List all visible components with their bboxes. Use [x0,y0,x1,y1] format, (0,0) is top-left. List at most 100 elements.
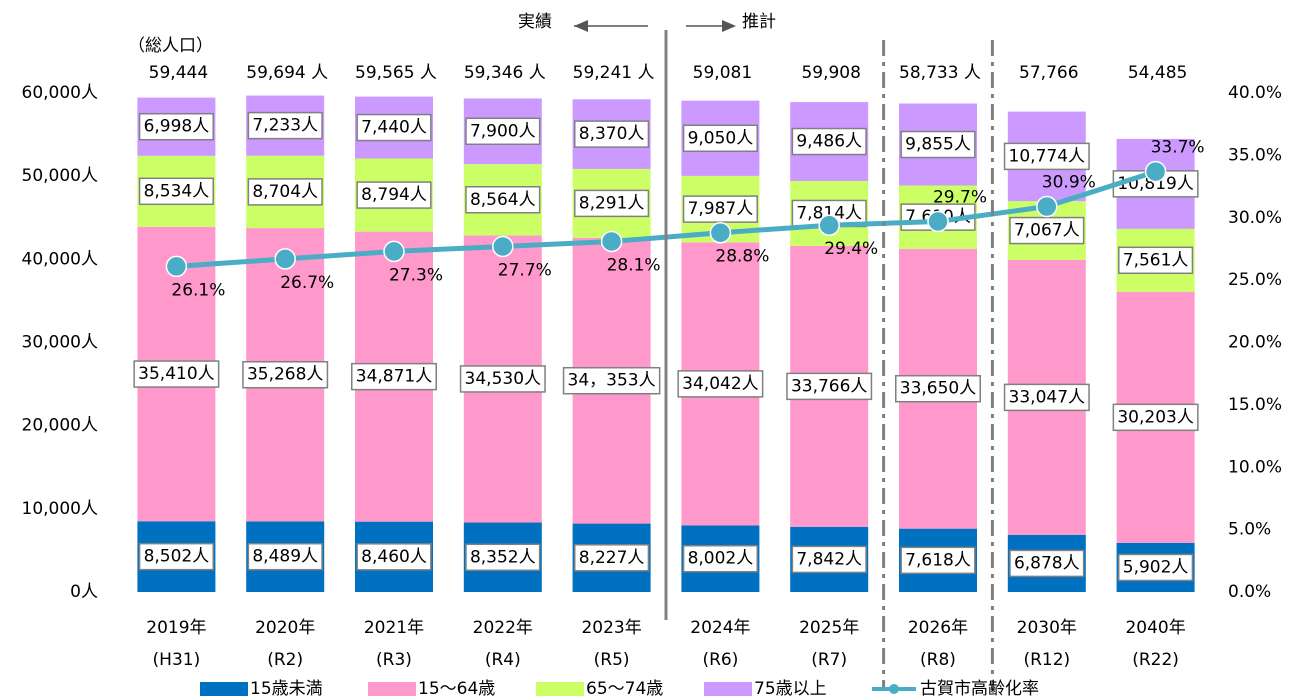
total-label: 59,346 人 [464,63,546,83]
x-tick-sublabel: (R8) [920,650,956,670]
value-label-group: 30,203人 [1112,403,1199,432]
value-label-box [1009,549,1085,578]
value-label-group: 33,766人 [786,372,873,401]
value-label-group: 7,900人 [465,117,541,146]
x-tick-label: 2019年 [146,618,206,638]
value-label-group: 8,291人 [574,189,650,218]
x-tick-label: 2021年 [364,618,424,638]
value-label: 33,766人 [791,376,867,396]
value-label-box [459,365,546,393]
value-label-group: 8,370人 [574,120,650,148]
value-label-box [242,360,329,389]
value-label-box [1112,403,1199,432]
value-label-box [1003,383,1090,412]
total-label: 57,766 [1019,63,1078,83]
value-label-group: 33,047人 [1003,383,1090,412]
x-tick-label: 2023年 [581,618,641,638]
value-label: 5,902人 [1123,557,1189,577]
value-label-box [682,124,758,153]
y-tick-label: 20,000人 [22,416,98,436]
value-label: 7,233人 [252,116,318,136]
value-label-group: 34,530人 [459,365,546,393]
value-label-group: 8,227人 [574,544,650,572]
value-label-group: 35,410人 [133,360,220,388]
value-label-box [1118,553,1194,582]
rate-label: 27.3% [389,265,443,285]
actual-label: 実績 [518,12,552,32]
value-label-group: 7,842人 [791,545,867,574]
value-label: 34,871人 [356,367,432,387]
value-label: 8,002人 [688,549,754,569]
value-label-group: 7,561人 [1118,246,1194,275]
value-label: 7,067人 [1014,221,1080,241]
value-label: 7,618人 [905,550,971,570]
total-label: 59,694 人 [246,63,328,83]
y2-tick-label: 15.0% [1228,395,1282,415]
total-label: 58,733 人 [899,63,981,83]
rate-point [1144,160,1167,183]
y2-tick-label: 0.0% [1228,582,1271,602]
value-label-group: 7,440人 [356,113,432,142]
x-tick-label: 2026年 [908,618,968,638]
value-label-group: 8,794人 [356,181,432,209]
y2-tick-label: 10.0% [1228,457,1282,477]
legend-swatch [704,682,752,696]
value-label-box [138,542,214,571]
value-label: 8,291人 [579,193,645,213]
value-label: 10,774人 [1009,146,1085,166]
value-label-group: 6,878人 [1009,549,1085,578]
x-tick-label: 2025年 [799,618,859,638]
value-label-group: 10,774人 [1003,142,1090,171]
total-label: 59,444 [149,63,208,83]
value-label: 9,855人 [905,135,971,155]
value-label: 34,042人 [682,374,758,394]
value-label-group: 9,486人 [791,127,867,156]
y2-tick-label: 40.0% [1228,83,1282,103]
arrow-head [722,20,736,32]
x-tick-sublabel: (R2) [267,650,303,670]
rate-label: 28.8% [715,247,769,267]
y2-tick-label: 20.0% [1228,333,1282,353]
y2-tick-label: 5.0% [1228,520,1271,540]
x-tick-sublabel: (R22) [1132,650,1179,670]
value-label-group: 8,564人 [465,186,541,214]
value-label: 6,878人 [1014,553,1080,573]
legend-label: 65～74歳 [586,679,663,699]
total-label: 59,241 人 [573,63,655,83]
x-tick-label: 2022年 [473,618,533,638]
value-label-box [900,130,976,159]
forecast-label: 推計 [742,12,776,32]
y-tick-label: 50,000人 [22,166,98,186]
value-label: 8,564人 [470,190,536,210]
value-label-group: 7,067人 [1009,216,1085,245]
rate-point [927,210,949,233]
rate-label: 30.9% [1042,173,1096,193]
y-tick-label: 10,000人 [22,499,98,519]
rate-point [165,255,188,278]
rate-label: 29.7% [933,187,987,207]
value-label-box [791,545,867,574]
value-label-box [574,189,650,218]
legend-label: 15歳未満 [250,679,323,699]
rate-point [274,248,296,270]
value-label: 8,460人 [361,547,427,567]
value-label-group: 34，353人 [562,366,661,395]
value-label-box [562,366,661,395]
value-label: 8,489人 [252,547,318,567]
value-label: 8,352人 [470,547,536,567]
legend-label: 75歳以上 [754,679,827,699]
value-label-group: 8,460人 [356,543,432,571]
value-label: 7,561人 [1123,250,1189,270]
value-label: 8,227人 [579,548,645,568]
value-label: 9,486人 [796,132,862,152]
value-label: 33,650人 [900,379,976,399]
y-tick-label: 0人 [70,582,98,602]
x-tick-sublabel: (R3) [376,650,412,670]
value-label-group: 9,050人 [682,124,758,153]
arrow-head [574,20,588,32]
rate-label: 27.7% [498,260,552,280]
rate-point [1036,195,1058,218]
value-label-box [1009,216,1085,245]
value-label-box [356,181,432,209]
